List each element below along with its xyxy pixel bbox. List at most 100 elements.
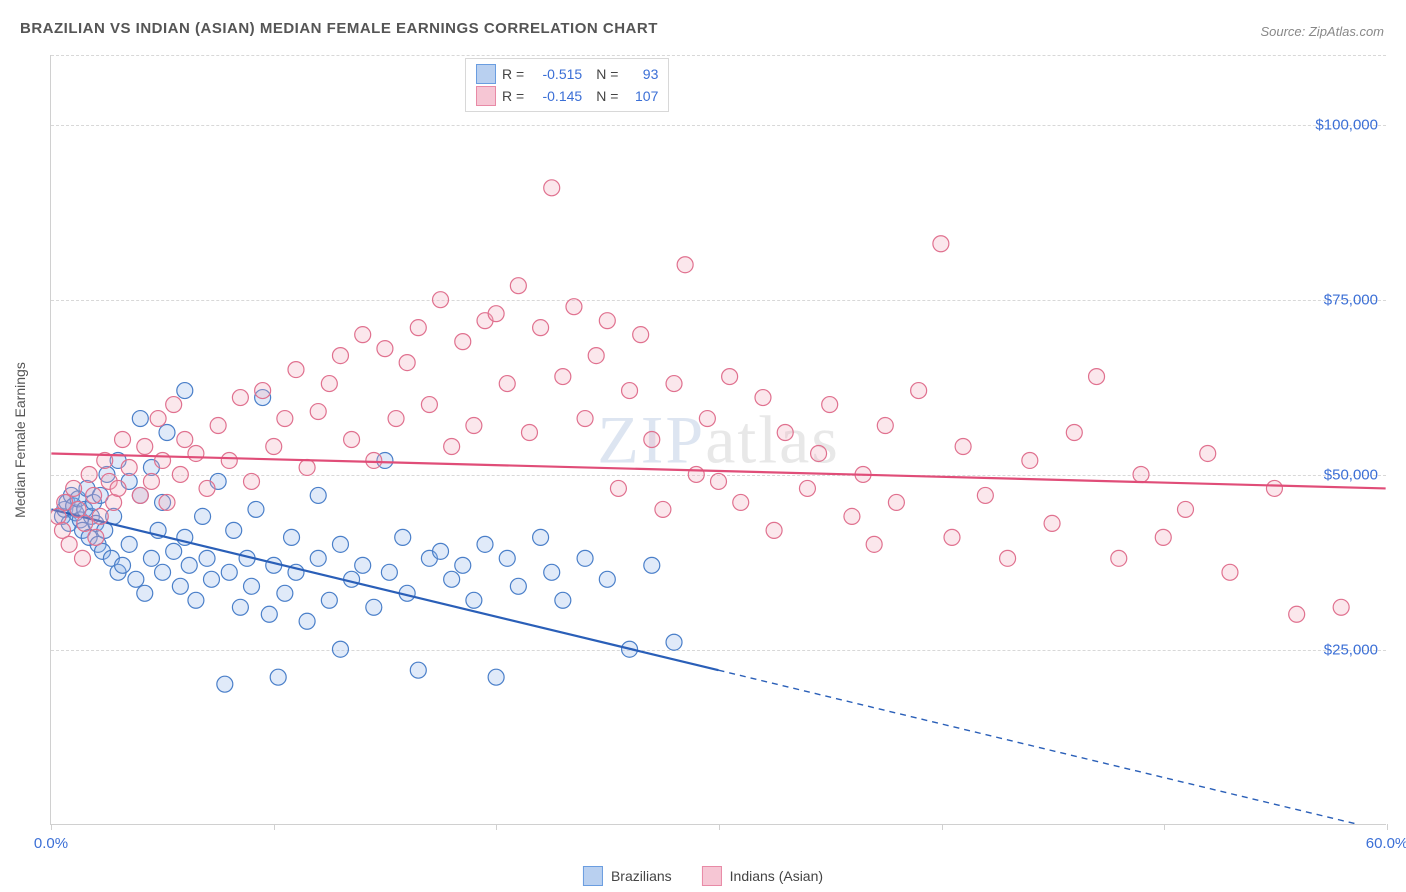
scatter-point [128, 571, 144, 587]
chart-title: BRAZILIAN VS INDIAN (ASIAN) MEDIAN FEMAL… [20, 20, 658, 37]
scatter-point [366, 452, 382, 468]
scatter-point [210, 418, 226, 434]
scatter-point [77, 515, 93, 531]
scatter-point [137, 585, 153, 601]
scatter-point [310, 550, 326, 566]
scatter-point [566, 299, 582, 315]
scatter-point [155, 564, 171, 580]
scatter-point [255, 383, 271, 399]
legend-r-value: -0.515 [530, 63, 582, 85]
scatter-point [299, 459, 315, 475]
scatter-point [733, 494, 749, 510]
scatter-point [284, 529, 300, 545]
legend-r-label: R = [502, 85, 524, 107]
scatter-point [1289, 606, 1305, 622]
x-tick [942, 824, 943, 830]
scatter-point [266, 439, 282, 455]
legend-swatch [476, 86, 496, 106]
y-axis-label: Median Female Earnings [12, 362, 28, 518]
scatter-point [599, 571, 615, 587]
plot-area: ZIPatlas $25,000$50,000$75,000$100,0000.… [50, 55, 1386, 825]
scatter-point [277, 585, 293, 601]
legend-bottom-label: Brazilians [611, 868, 672, 884]
plot-svg [51, 55, 1386, 824]
scatter-point [75, 550, 91, 566]
scatter-point [655, 501, 671, 517]
legend-n-value: 93 [624, 63, 658, 85]
scatter-point [455, 334, 471, 350]
scatter-point [888, 494, 904, 510]
scatter-point [299, 613, 315, 629]
legend-top: R =-0.515N =93R =-0.145N =107 [465, 58, 669, 112]
scatter-point [521, 425, 537, 441]
scatter-point [221, 452, 237, 468]
scatter-point [610, 480, 626, 496]
scatter-point [911, 383, 927, 399]
scatter-point [588, 348, 604, 364]
scatter-point [277, 411, 293, 427]
legend-swatch [583, 866, 603, 886]
scatter-point [332, 348, 348, 364]
scatter-point [499, 550, 515, 566]
x-tick [719, 824, 720, 830]
scatter-point [466, 592, 482, 608]
legend-bottom-item: Indians (Asian) [702, 866, 823, 886]
scatter-point [510, 578, 526, 594]
scatter-point [310, 487, 326, 503]
scatter-point [195, 508, 211, 524]
scatter-point [955, 439, 971, 455]
scatter-point [577, 411, 593, 427]
scatter-point [143, 473, 159, 489]
scatter-point [137, 439, 153, 455]
scatter-point [844, 508, 860, 524]
scatter-point [1200, 445, 1216, 461]
scatter-point [181, 557, 197, 573]
legend-bottom-item: Brazilians [583, 866, 672, 886]
scatter-point [221, 564, 237, 580]
scatter-point [633, 327, 649, 343]
scatter-point [644, 432, 660, 448]
scatter-point [1022, 452, 1038, 468]
scatter-point [555, 369, 571, 385]
scatter-point [533, 320, 549, 336]
scatter-point [366, 599, 382, 615]
scatter-point [155, 452, 171, 468]
scatter-point [822, 397, 838, 413]
scatter-point [66, 480, 82, 496]
scatter-point [1000, 550, 1016, 566]
scatter-point [166, 397, 182, 413]
x-tick [274, 824, 275, 830]
scatter-point [433, 292, 449, 308]
scatter-point [232, 390, 248, 406]
x-tick [1387, 824, 1388, 830]
scatter-point [755, 390, 771, 406]
scatter-point [310, 404, 326, 420]
scatter-point [433, 543, 449, 559]
scatter-point [577, 550, 593, 566]
scatter-point [766, 522, 782, 538]
scatter-point [488, 306, 504, 322]
scatter-point [270, 669, 286, 685]
scatter-point [143, 550, 159, 566]
scatter-point [132, 487, 148, 503]
scatter-point [159, 425, 175, 441]
scatter-point [395, 529, 411, 545]
scatter-point [86, 487, 102, 503]
scatter-point [499, 376, 515, 392]
scatter-point [121, 536, 137, 552]
scatter-point [132, 411, 148, 427]
scatter-point [977, 487, 993, 503]
legend-n-value: 107 [624, 85, 658, 107]
scatter-point [261, 606, 277, 622]
x-tick [496, 824, 497, 830]
scatter-point [355, 327, 371, 343]
scatter-point [722, 369, 738, 385]
x-tick-label: 60.0% [1366, 835, 1406, 852]
scatter-point [388, 411, 404, 427]
legend-top-row: R =-0.145N =107 [476, 85, 658, 107]
legend-r-value: -0.145 [530, 85, 582, 107]
scatter-point [355, 557, 371, 573]
scatter-point [544, 564, 560, 580]
x-tick [51, 824, 52, 830]
scatter-point [121, 459, 137, 475]
